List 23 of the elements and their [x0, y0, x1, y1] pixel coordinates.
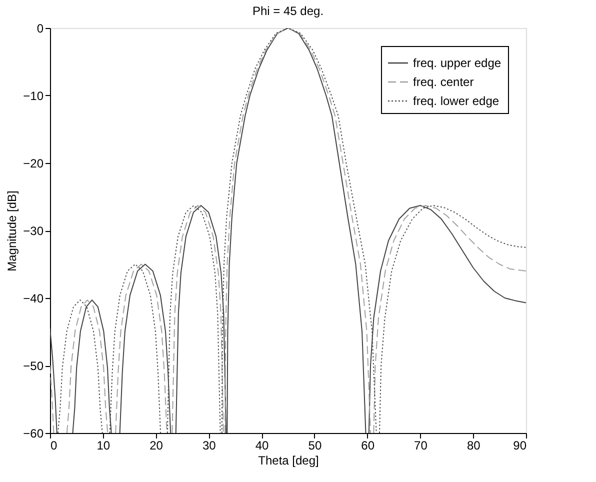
y-tick-label: −30 [23, 224, 44, 238]
x-tick-label: 10 [96, 438, 110, 452]
x-tick-label: 0 [50, 438, 58, 452]
legend-label: freq. center [413, 75, 474, 89]
chart-title: Phi = 45 deg. [252, 4, 324, 18]
x-tick-label: 50 [308, 438, 322, 452]
y-tick-label: −60 [23, 426, 44, 440]
x-tick-label: 60 [361, 438, 375, 452]
y-tick-label: −50 [23, 359, 44, 373]
x-tick-label: 40 [255, 438, 270, 452]
x-tick-label: 70 [414, 438, 428, 452]
legend-label: freq. lower edge [413, 94, 500, 108]
y-tick-label: −10 [23, 89, 44, 103]
x-tick-label: 80 [466, 438, 481, 452]
x-axis-title: Theta [deg] [258, 454, 319, 468]
y-tick-label: −40 [23, 292, 44, 306]
y-tick-label: −20 [23, 156, 44, 170]
y-axis-title: Magnitude [dB] [5, 190, 20, 272]
x-tick-label: 20 [150, 438, 164, 452]
x-tick-label: 30 [202, 438, 216, 452]
x-tick-label: 90 [513, 438, 527, 452]
y-tick-label: 0 [36, 22, 44, 36]
legend-label: freq. upper edge [413, 56, 502, 70]
